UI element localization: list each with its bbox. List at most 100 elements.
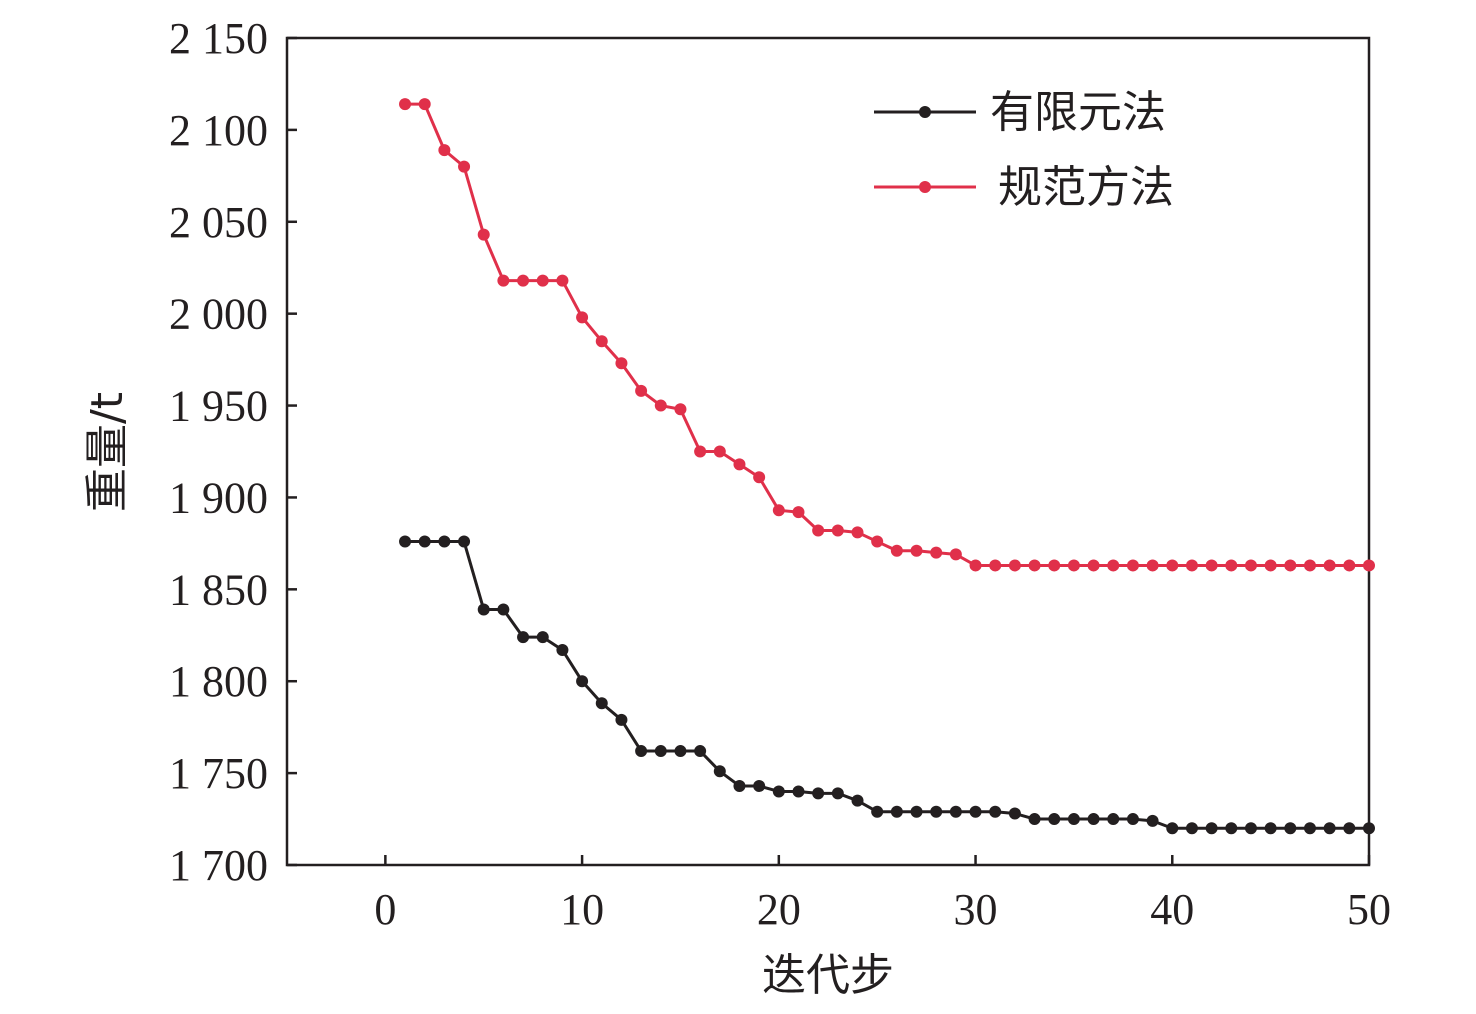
data-point-fem — [1323, 822, 1336, 835]
data-point-code — [536, 274, 549, 287]
data-point-code — [1225, 559, 1238, 572]
data-point-code — [399, 98, 412, 111]
data-point-code — [1205, 559, 1218, 572]
data-point-fem — [1008, 807, 1021, 820]
data-point-fem — [949, 805, 962, 818]
plot-frame — [285, 36, 1371, 867]
series-code — [399, 98, 1375, 572]
data-point-code — [477, 228, 490, 241]
data-point-fem — [517, 631, 530, 644]
data-point-fem — [969, 805, 982, 818]
data-point-fem — [1067, 813, 1080, 826]
data-point-code — [1087, 559, 1100, 572]
data-point-code — [438, 144, 451, 157]
data-point-fem — [654, 745, 667, 758]
legend-item-code: 规范方法 — [874, 162, 1174, 213]
data-point-code — [1303, 559, 1316, 572]
data-point-code — [595, 335, 608, 348]
data-point-fem — [890, 805, 903, 818]
data-point-code — [1244, 559, 1257, 572]
data-point-code — [831, 524, 844, 537]
data-point-fem — [536, 631, 549, 644]
data-point-code — [1166, 559, 1179, 572]
legend-item-fem: 有限元法 — [874, 87, 1166, 138]
legend-label-code: 规范方法 — [998, 162, 1174, 213]
x-axis: 0 10 20 30 40 50 — [374, 855, 1391, 934]
data-point-fem — [674, 745, 687, 758]
data-point-code — [1067, 559, 1080, 572]
data-point-fem — [753, 779, 766, 792]
series-line-fem — [405, 540, 1369, 830]
data-point-fem — [989, 805, 1002, 818]
y-tick-label: 1 850 — [169, 565, 268, 614]
data-point-code — [930, 546, 943, 559]
y-tick-label: 2 000 — [169, 290, 268, 339]
data-point-code — [1363, 559, 1375, 572]
data-point-fem — [831, 787, 844, 800]
legend-marker-code — [919, 181, 931, 193]
data-point-fem — [694, 745, 707, 758]
data-point-code — [1323, 559, 1336, 572]
y-tick-label: 2 050 — [169, 198, 268, 247]
data-point-code — [890, 544, 903, 557]
data-point-code — [733, 458, 746, 471]
data-point-fem — [635, 745, 648, 758]
data-point-fem — [438, 535, 451, 548]
data-point-fem — [1244, 822, 1257, 835]
y-tick-label: 1 700 — [169, 841, 268, 890]
data-point-fem — [477, 603, 490, 616]
data-point-fem — [615, 713, 628, 726]
x-tick-label: 50 — [1347, 885, 1391, 934]
data-point-code — [556, 274, 569, 287]
data-point-code — [1146, 559, 1159, 572]
data-point-fem — [1205, 822, 1218, 835]
data-point-code — [772, 504, 785, 517]
data-point-fem — [1028, 813, 1041, 826]
series-layer — [399, 98, 1375, 835]
y-tick-label: 2 150 — [169, 14, 268, 63]
data-point-code — [1284, 559, 1297, 572]
data-point-code — [1185, 559, 1198, 572]
data-point-fem — [792, 785, 805, 798]
series-line-code — [405, 102, 1369, 567]
data-point-code — [694, 445, 707, 458]
x-tick-label: 30 — [954, 885, 998, 934]
data-point-code — [910, 544, 923, 557]
x-tick-label: 40 — [1150, 885, 1194, 934]
data-point-code — [654, 399, 667, 412]
data-point-fem — [1087, 813, 1100, 826]
data-point-fem — [1107, 813, 1120, 826]
legend: 有限元法 规范方法 — [874, 87, 1174, 213]
data-point-fem — [1166, 822, 1179, 835]
data-point-code — [851, 526, 864, 539]
y-tick-label: 1 800 — [169, 657, 268, 706]
y-axis-title: 重量/t — [82, 392, 133, 512]
data-point-code — [812, 524, 825, 537]
data-point-code — [753, 471, 766, 484]
data-point-code — [1126, 559, 1139, 572]
data-point-code — [1107, 559, 1120, 572]
data-point-fem — [399, 535, 412, 548]
y-tick-label: 1 950 — [169, 382, 268, 431]
data-point-fem — [1185, 822, 1198, 835]
data-point-code — [497, 274, 510, 287]
data-point-fem — [772, 785, 785, 798]
data-point-fem — [556, 643, 569, 656]
data-point-code — [871, 535, 884, 548]
data-point-code — [1048, 559, 1061, 572]
x-tick-label: 0 — [374, 885, 396, 934]
data-point-fem — [871, 805, 884, 818]
series-fem — [399, 535, 1375, 835]
data-point-code — [949, 548, 962, 561]
y-tick-label: 1 750 — [169, 749, 268, 798]
data-point-code — [792, 506, 805, 519]
legend-marker-fem — [919, 106, 931, 118]
data-point-fem — [1264, 822, 1277, 835]
data-point-fem — [497, 603, 510, 616]
data-point-fem — [812, 787, 825, 800]
data-point-fem — [1126, 813, 1139, 826]
legend-label-fem: 有限元法 — [990, 87, 1166, 138]
data-point-fem — [1363, 822, 1375, 835]
data-point-fem — [576, 675, 589, 688]
data-point-code — [635, 384, 648, 397]
